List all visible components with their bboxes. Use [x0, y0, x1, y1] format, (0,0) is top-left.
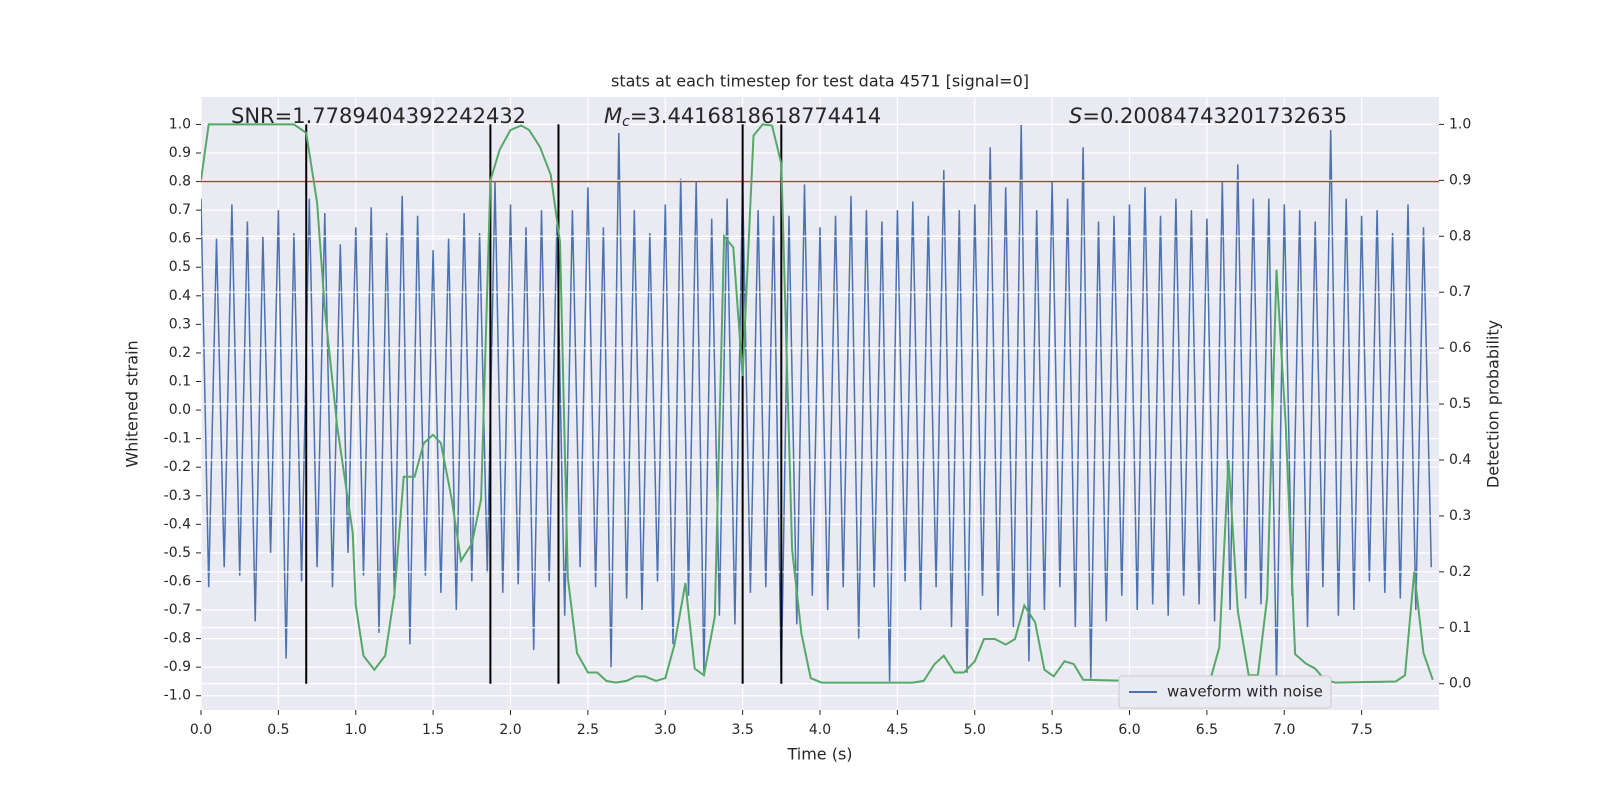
legend-label: waveform with noise — [1167, 683, 1323, 701]
annotation: Mc=3.4416818618774414 — [604, 104, 881, 130]
plot-area — [201, 97, 1439, 710]
annotation-value: =3.4416818618774414 — [630, 104, 881, 128]
y-tick-label: 0.7 — [169, 202, 191, 218]
y-tick-label: -0.9 — [164, 659, 191, 675]
probability-line — [201, 123, 1434, 684]
y-tick-label: -0.3 — [164, 488, 191, 504]
x-tick-label: 4.5 — [886, 722, 908, 738]
y2-tick-label: 0.9 — [1449, 172, 1471, 188]
y2-tick-label: 0.2 — [1449, 564, 1471, 580]
x-tick-label: 0.0 — [190, 722, 212, 738]
y2-tick-label: 0.6 — [1449, 340, 1471, 356]
y2-tick-label: 0.7 — [1449, 284, 1471, 300]
y2-tick-label: 0.8 — [1449, 228, 1471, 244]
y2-tick-label: 0.0 — [1449, 676, 1471, 692]
x-tick-label: 2.0 — [499, 722, 521, 738]
y-tick-label: -0.4 — [164, 516, 191, 532]
y-tick-label: -0.5 — [164, 545, 191, 561]
y2-tick-label: 0.5 — [1449, 396, 1471, 412]
y-tick-label: 0.2 — [169, 345, 191, 361]
y2-tick-label: 0.4 — [1449, 452, 1471, 468]
y2-axis-label: Detection probability — [1484, 320, 1503, 488]
x-tick-label: 5.0 — [964, 722, 986, 738]
y-tick-label: 0.4 — [169, 288, 191, 304]
y-tick-label: 0.3 — [169, 316, 191, 332]
y-tick-label: 0.6 — [169, 231, 191, 247]
y2-tick-label: 0.1 — [1449, 620, 1471, 636]
y2-tick-label: 1.0 — [1449, 116, 1471, 132]
x-tick-label: 3.0 — [654, 722, 676, 738]
x-tick-label: 6.0 — [1118, 722, 1140, 738]
annotation-symbol: S — [1069, 104, 1082, 128]
annotation-subscript: c — [622, 114, 630, 130]
x-tick-label: 7.5 — [1350, 722, 1372, 738]
annotation: S=0.20084743201732635 — [1069, 104, 1347, 128]
y-tick-label: 1.0 — [169, 116, 191, 132]
y-tick-label: -1.0 — [164, 688, 191, 704]
annotation: SNR=1.7789404392242432 — [231, 104, 526, 128]
y2-tick-label: 0.3 — [1449, 508, 1471, 524]
y-tick-label: -0.6 — [164, 573, 191, 589]
y-tick-label: 0.5 — [169, 259, 191, 275]
x-tick-label: 0.5 — [267, 722, 289, 738]
axes: -1.0 -0.9 -0.8 -0.7 -0.6 -0.5 -0.4 -0.3 -0.2 -0.1… — [164, 116, 1472, 738]
y-tick-label: 0.8 — [169, 174, 191, 190]
legend-box — [1118, 675, 1332, 709]
y-tick-label: 0.0 — [169, 402, 191, 418]
x-tick-label: 7.0 — [1273, 722, 1295, 738]
y-tick-label: 0.1 — [169, 374, 191, 390]
x-tick-label: 5.5 — [1041, 722, 1063, 738]
x-tick-label: 1.0 — [345, 722, 367, 738]
x-tick-label: 1.5 — [422, 722, 444, 738]
x-tick-label: 6.5 — [1196, 722, 1218, 738]
x-axis-label: Time (s) — [786, 745, 852, 764]
x-tick-label: 2.5 — [577, 722, 599, 738]
data-line — [201, 124, 1433, 682]
annotation-value: =0.20084743201732635 — [1082, 104, 1347, 128]
x-tick-label: 3.5 — [731, 722, 753, 738]
y-tick-label: -0.7 — [164, 602, 191, 618]
y-axis-label: Whitened strain — [123, 340, 142, 467]
y-tick-label: -0.2 — [164, 459, 191, 475]
y-tick-label: -0.1 — [164, 431, 191, 447]
annotation-symbol: M — [604, 104, 622, 128]
chart-title: stats at each timestep for test data 457… — [611, 72, 1029, 91]
y-tick-label: 0.9 — [169, 145, 191, 161]
y-tick-label: -0.8 — [164, 631, 191, 647]
x-tick-label: 4.0 — [809, 722, 831, 738]
